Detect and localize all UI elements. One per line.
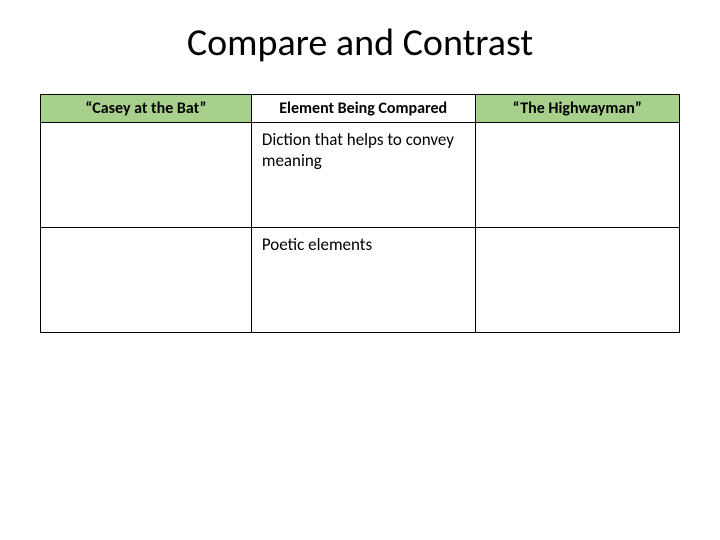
column-header-left: “Casey at the Bat” bbox=[41, 95, 252, 123]
column-header-right: “The Highwayman” bbox=[475, 95, 680, 123]
table-header-row: “Casey at the Bat” Element Being Compare… bbox=[41, 95, 680, 123]
page-title: Compare and Contrast bbox=[0, 20, 720, 66]
cell-left bbox=[41, 228, 252, 333]
table-row: Poetic elements bbox=[41, 228, 680, 333]
cell-middle: Poetic elements bbox=[251, 228, 475, 333]
table-row: Diction that helps to convey meaning bbox=[41, 123, 680, 228]
cell-middle: Diction that helps to convey meaning bbox=[251, 123, 475, 228]
column-header-middle: Element Being Compared bbox=[251, 95, 475, 123]
cell-right bbox=[475, 228, 680, 333]
cell-left bbox=[41, 123, 252, 228]
compare-contrast-table: “Casey at the Bat” Element Being Compare… bbox=[40, 94, 680, 333]
cell-right bbox=[475, 123, 680, 228]
compare-contrast-table-wrap: “Casey at the Bat” Element Being Compare… bbox=[40, 94, 680, 333]
